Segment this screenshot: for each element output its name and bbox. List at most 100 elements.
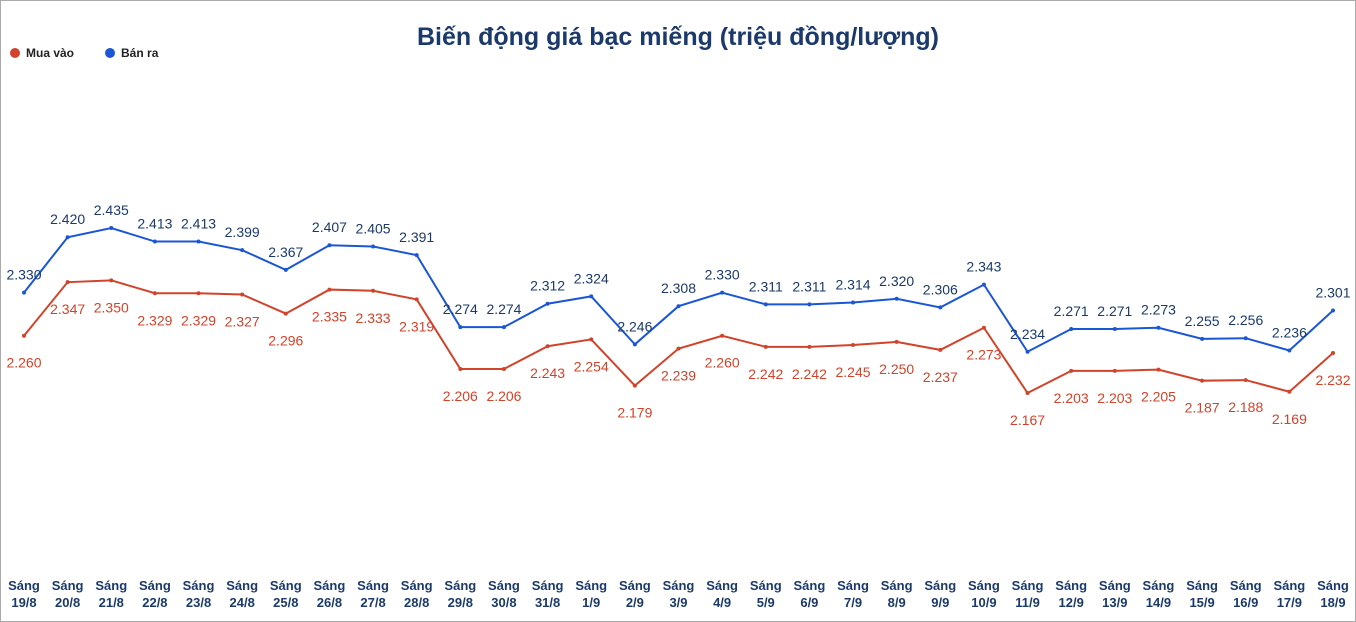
data-label: 2.167 [1010, 412, 1045, 428]
data-label: 2.274 [443, 301, 478, 317]
x-tick-label: Sáng 21/8 [95, 578, 128, 610]
data-point [327, 243, 332, 248]
data-point [1156, 325, 1161, 330]
x-tick-label: Sáng 2/9 [618, 578, 651, 610]
legend-marker [10, 48, 20, 58]
data-label: 2.203 [1054, 390, 1089, 406]
data-point [65, 280, 70, 285]
data-point [851, 300, 856, 305]
x-tick-label: Sáng 18/9 [1317, 578, 1349, 610]
data-label: 2.273 [966, 347, 1001, 363]
data-label: 2.343 [966, 259, 1001, 275]
data-point [152, 239, 157, 244]
data-label: 2.239 [661, 368, 696, 384]
data-label: 2.324 [574, 270, 609, 286]
x-tick-label: Sáng 7/9 [837, 578, 869, 610]
data-label: 2.254 [574, 358, 609, 374]
data-point [894, 296, 899, 301]
data-point [763, 344, 768, 349]
data-point [632, 383, 637, 388]
data-point [1112, 326, 1117, 331]
data-label: 2.243 [530, 365, 565, 381]
data-point [414, 253, 419, 258]
x-tick-label: Sáng 5/9 [749, 578, 782, 610]
data-label: 2.399 [225, 224, 260, 240]
data-label: 2.255 [1185, 313, 1220, 329]
data-point [1156, 367, 1161, 372]
data-label: 2.234 [1010, 326, 1045, 342]
data-label: 2.245 [836, 364, 871, 380]
data-point [807, 344, 812, 349]
data-point [1331, 350, 1335, 355]
data-point [283, 267, 288, 272]
data-label: 2.420 [50, 211, 85, 227]
data-point [763, 302, 768, 307]
data-point [981, 282, 986, 287]
data-label: 2.203 [1097, 390, 1132, 406]
data-label: 2.271 [1054, 303, 1089, 319]
data-point [676, 304, 681, 309]
data-label: 2.242 [748, 366, 783, 382]
data-point [1025, 391, 1030, 395]
data-label: 2.273 [1141, 302, 1176, 318]
data-label: 2.179 [617, 405, 652, 421]
data-label: 2.306 [923, 281, 958, 297]
data-point [1243, 336, 1248, 341]
x-tick-label: Sáng 28/8 [400, 578, 433, 610]
data-point [632, 342, 637, 347]
data-point [938, 347, 943, 352]
x-tick-label: Sáng 9/9 [924, 578, 957, 610]
data-label: 2.205 [1141, 389, 1176, 405]
legend-label: Bán ra [121, 46, 159, 60]
data-point [240, 248, 245, 253]
data-point [414, 297, 419, 302]
x-tick-label: Sáng 19/8 [8, 578, 40, 610]
x-tick-label: Sáng 23/8 [182, 578, 215, 610]
data-point [283, 311, 288, 316]
data-point [720, 290, 725, 295]
data-point [1069, 326, 1074, 331]
x-tick-label: Sáng 10/9 [968, 578, 1000, 610]
x-tick-label: Sáng 17/9 [1273, 578, 1306, 610]
x-tick-label: Sáng 15/9 [1186, 578, 1218, 610]
data-label: 2.256 [1228, 312, 1263, 328]
data-point [1243, 378, 1248, 383]
x-tick-label: Sáng 14/9 [1142, 578, 1175, 610]
data-point [152, 291, 157, 296]
data-label: 2.335 [312, 309, 347, 325]
data-label: 2.169 [1272, 411, 1307, 427]
x-tick-label: Sáng 25/8 [269, 578, 302, 610]
x-tick-label: Sáng 8/9 [880, 578, 913, 610]
data-label: 2.232 [1315, 372, 1350, 388]
chart-title: Biến động giá bạc miếng (triệu đồng/lượn… [417, 23, 939, 51]
data-label: 2.237 [923, 369, 958, 385]
data-point [894, 339, 899, 344]
data-point [196, 239, 201, 244]
x-tick-label: Sáng 4/9 [706, 578, 739, 610]
x-tick-label: Sáng 11/9 [1011, 578, 1044, 610]
data-label: 2.333 [356, 310, 391, 326]
data-point [1200, 378, 1205, 383]
data-label: 2.329 [181, 312, 216, 328]
data-label: 2.327 [225, 313, 260, 329]
data-point [589, 294, 594, 299]
data-label: 2.246 [617, 318, 652, 334]
data-point [109, 226, 114, 230]
data-label: 2.206 [486, 388, 521, 404]
data-point [196, 291, 201, 296]
data-point [1112, 368, 1117, 373]
x-tick-label: Sáng 22/8 [138, 578, 171, 610]
data-point [1200, 336, 1205, 341]
data-point [1331, 308, 1335, 313]
legend-marker [105, 48, 116, 58]
data-label: 2.296 [268, 333, 303, 349]
x-tick-label: Sáng 16/9 [1229, 578, 1262, 610]
data-label: 2.330 [6, 267, 41, 283]
data-point [371, 288, 376, 293]
data-point [676, 346, 681, 351]
data-label: 2.413 [181, 216, 216, 232]
data-point [589, 337, 594, 342]
data-point [240, 292, 245, 297]
